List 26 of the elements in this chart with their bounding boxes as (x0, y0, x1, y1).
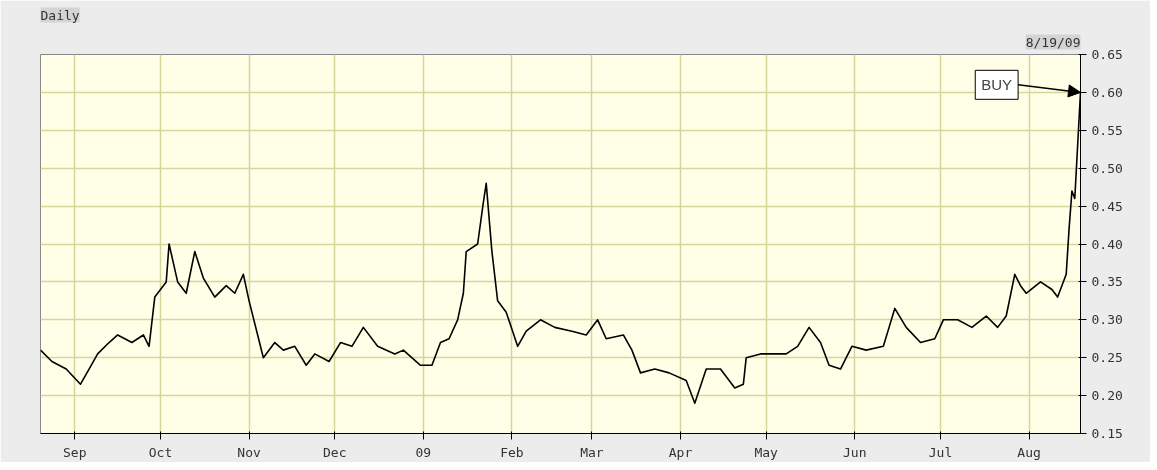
x-tick-label: Feb (500, 444, 524, 460)
x-tick-label: Nov (237, 444, 261, 460)
x-tick-label: Dec (323, 444, 347, 460)
y-tick-label: 0.15 (1091, 426, 1123, 441)
y-tick-label: 0.55 (1091, 122, 1123, 138)
x-tick-label: Aug (1017, 444, 1041, 460)
y-tick-label: 0.30 (1091, 312, 1123, 328)
chart-title: Daily (40, 7, 80, 23)
y-tick-label: 0.25 (1091, 350, 1123, 366)
x-tick-label: Jul (928, 444, 953, 460)
x-tick-label: Sep (63, 444, 87, 460)
y-tick-label: 0.65 (1091, 47, 1123, 62)
x-tick-label: Oct (148, 444, 173, 460)
annotation: BUY (981, 76, 1013, 94)
y-tick-label: 0.60 (1091, 84, 1123, 100)
y-tick-label: 0.35 (1091, 274, 1123, 290)
y-tick-label: 0.50 (1091, 160, 1123, 176)
x-tick-label: Jun (843, 444, 867, 460)
y-tick-label: 0.40 (1091, 236, 1123, 252)
x-tick-label: Apr (668, 444, 693, 460)
text: 8/19/09 (1025, 34, 1081, 50)
y-tick-label: 0.45 (1091, 198, 1123, 214)
y-tick-label: 0.20 (1091, 388, 1123, 404)
x-tick-label: May (754, 444, 779, 460)
x-tick-label: 09 (415, 444, 432, 460)
x-tick-label: Mar (580, 444, 604, 460)
